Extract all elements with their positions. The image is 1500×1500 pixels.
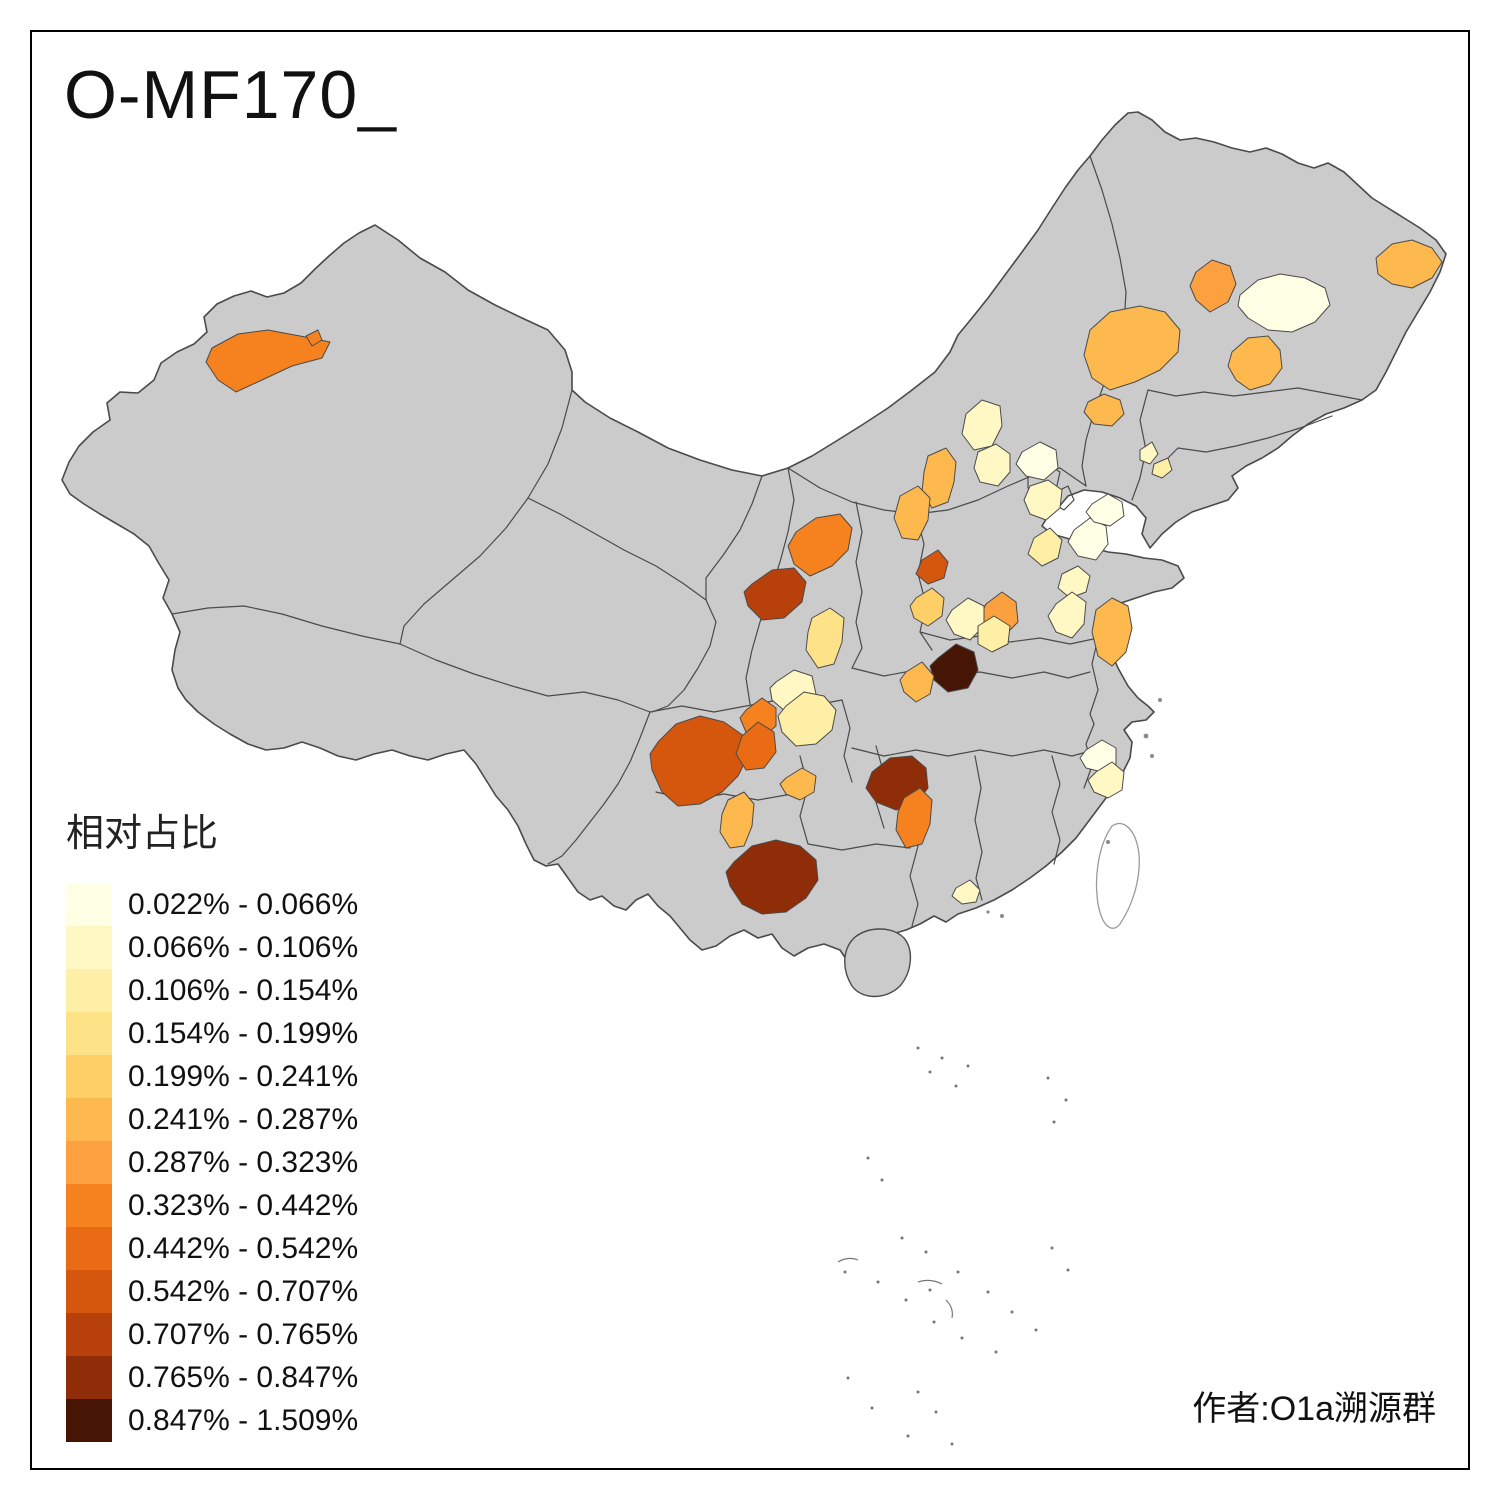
choropleth-region-r13 xyxy=(973,443,1011,487)
legend-item: 0.323% - 0.442% xyxy=(66,1184,358,1227)
legend-range-label: 0.707% - 0.765% xyxy=(128,1317,359,1351)
legend-swatch xyxy=(66,1012,112,1055)
legend-range-label: 0.442% - 0.542% xyxy=(128,1231,359,1265)
choropleth-region-r37 xyxy=(735,721,777,771)
choropleth-region-r05 xyxy=(1375,239,1443,289)
choropleth-region-r06 xyxy=(1227,335,1283,391)
legend-swatch xyxy=(66,1270,112,1313)
choropleth-region-r10 xyxy=(1151,457,1173,479)
legend-item: 0.106% - 0.154% xyxy=(66,969,358,1012)
legend-item: 0.765% - 0.847% xyxy=(66,1356,358,1399)
hainan-island xyxy=(844,928,911,998)
legend-item: 0.707% - 0.765% xyxy=(66,1313,358,1356)
legend-swatch xyxy=(66,1356,112,1399)
choropleth-region-r18 xyxy=(787,513,853,577)
choropleth-region-r17 xyxy=(1057,565,1091,599)
legend-item: 0.154% - 0.199% xyxy=(66,1012,358,1055)
choropleth-region-r39 xyxy=(725,839,819,915)
legend-item: 0.542% - 0.707% xyxy=(66,1270,358,1313)
choropleth-region-r41 xyxy=(895,787,933,849)
choropleth-region-r22 xyxy=(1027,527,1063,567)
legend-swatch xyxy=(66,969,112,1012)
choropleth-region-r07 xyxy=(1083,305,1181,391)
choropleth-region-r36 xyxy=(649,715,749,807)
choropleth-region-r45 xyxy=(951,879,981,905)
choropleth-region-r24 xyxy=(805,607,845,669)
choropleth-region-r28 xyxy=(945,597,985,641)
legend-item: 0.287% - 0.323% xyxy=(66,1141,358,1184)
legend-item: 0.241% - 0.287% xyxy=(66,1098,358,1141)
coastal-islands xyxy=(986,698,1162,918)
choropleth-region-r16 xyxy=(1023,479,1063,521)
legend-range-label: 0.199% - 0.241% xyxy=(128,1059,359,1093)
legend-swatch xyxy=(66,1399,112,1442)
legend-items: 0.022% - 0.066% 0.066% - 0.106% 0.106% - 0… xyxy=(66,883,358,1442)
choropleth-region-r08 xyxy=(1083,393,1125,427)
legend-range-label: 0.154% - 0.199% xyxy=(128,1016,359,1050)
legend-range-label: 0.066% - 0.106% xyxy=(128,930,359,964)
choropleth-region-r03 xyxy=(1189,259,1237,313)
choropleth-region-r14 xyxy=(893,485,931,541)
legend-item: 0.442% - 0.542% xyxy=(66,1227,358,1270)
choropleth-region-r42 xyxy=(779,767,817,801)
legend-range-label: 0.287% - 0.323% xyxy=(128,1145,359,1179)
legend-swatch xyxy=(66,1098,112,1141)
legend-item: 0.066% - 0.106% xyxy=(66,926,358,969)
legend-swatch xyxy=(66,1227,112,1270)
legend-range-label: 0.241% - 0.287% xyxy=(128,1102,359,1136)
choropleth-region-r27 xyxy=(1047,591,1087,639)
legend-title: 相对占比 xyxy=(66,813,219,855)
choropleth-region-r26 xyxy=(1091,597,1133,667)
choropleth-region-r29 xyxy=(977,615,1011,653)
legend: 相对占比 0.022% - 0.066% 0.066% - 0.106% 0.106… xyxy=(66,802,358,1442)
legend-swatch xyxy=(66,1055,112,1098)
choropleth-region-r01 xyxy=(205,329,331,393)
legend-range-label: 0.847% - 1.509% xyxy=(128,1403,359,1437)
choropleth-region-r15 xyxy=(1015,441,1059,481)
choropleth-region-r12 xyxy=(961,399,1003,451)
legend-range-label: 0.106% - 0.154% xyxy=(128,973,359,1007)
south-china-sea-islands xyxy=(837,1046,1070,1446)
attribution: 作者:O1a溯源群 xyxy=(1192,1390,1436,1428)
choropleth-region-r02 xyxy=(305,329,323,347)
legend-range-label: 0.022% - 0.066% xyxy=(128,887,359,921)
choropleth-region-r19 xyxy=(743,567,807,621)
choropleth-region-r32 xyxy=(899,661,935,703)
taiwan-island xyxy=(1095,822,1140,929)
legend-swatch xyxy=(66,1184,112,1227)
choropleth-region-r20 xyxy=(915,549,949,585)
legend-item: 0.847% - 1.509% xyxy=(66,1399,358,1442)
choropleth-region-r38 xyxy=(719,791,755,849)
choropleth-region-r09 xyxy=(1139,441,1159,465)
choropleth-region-r35 xyxy=(777,691,837,747)
choropleth-region-r44 xyxy=(1087,761,1125,799)
legend-range-label: 0.323% - 0.442% xyxy=(128,1188,359,1222)
colored-regions xyxy=(205,239,1443,915)
choropleth-region-r04 xyxy=(1237,273,1331,333)
choropleth-region-r23 xyxy=(1085,493,1125,527)
choropleth-region-r30 xyxy=(909,587,945,627)
figure-title: O-MF170_ xyxy=(64,57,397,133)
legend-item: 0.199% - 0.241% xyxy=(66,1055,358,1098)
choropleth-region-r11 xyxy=(921,447,957,509)
legend-item: 0.022% - 0.066% xyxy=(66,883,358,926)
legend-swatch xyxy=(66,926,112,969)
legend-swatch xyxy=(66,883,112,926)
legend-swatch xyxy=(66,1313,112,1356)
choropleth-region-r31 xyxy=(929,643,979,693)
legend-range-label: 0.542% - 0.707% xyxy=(128,1274,359,1308)
legend-swatch xyxy=(66,1141,112,1184)
legend-range-label: 0.765% - 0.847% xyxy=(128,1360,359,1394)
